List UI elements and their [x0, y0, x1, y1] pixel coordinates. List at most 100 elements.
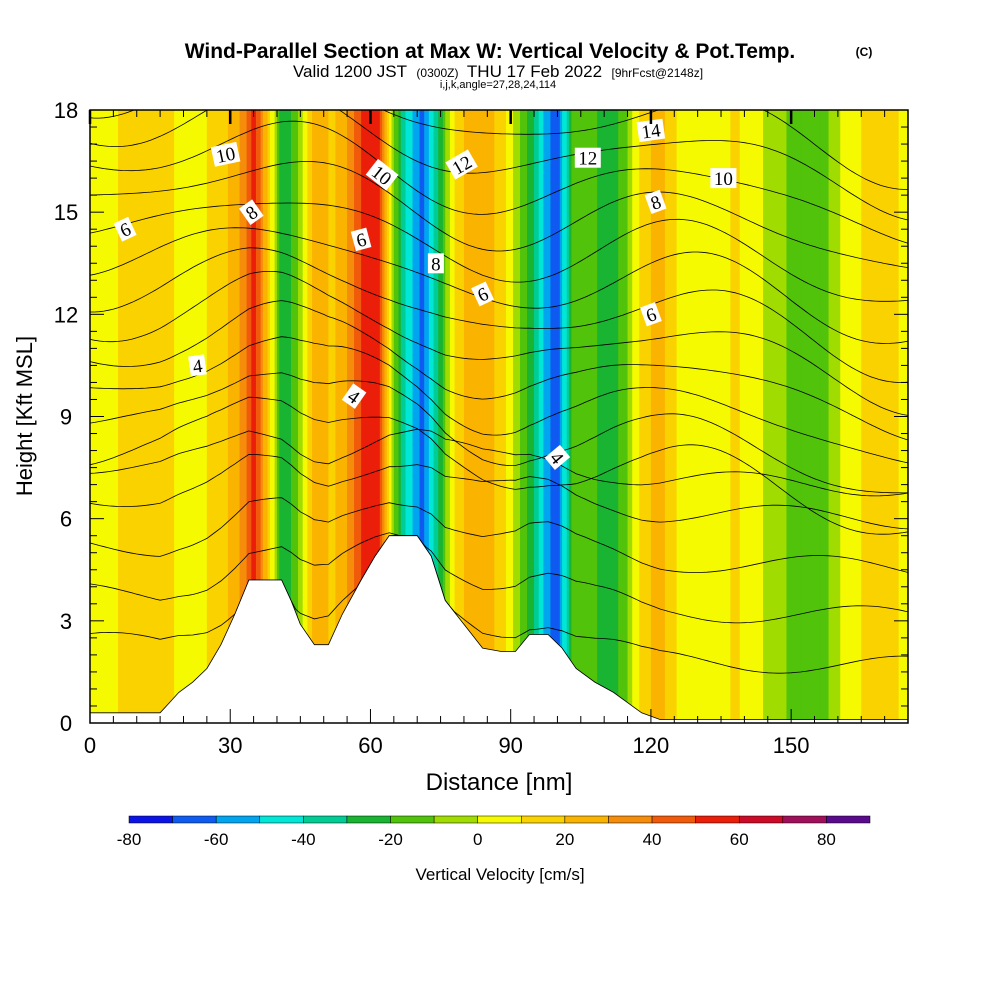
- velocity-column: [463, 110, 467, 723]
- velocity-column: [756, 110, 760, 723]
- y-tick-label: 9: [60, 405, 72, 430]
- contour-label: 10: [210, 141, 241, 168]
- colorbar-swatch: [128, 815, 173, 824]
- velocity-column: [237, 110, 241, 723]
- contour-label: 6: [471, 281, 495, 307]
- velocity-column: [286, 110, 290, 723]
- velocity-column: [819, 110, 823, 723]
- velocity-column: [587, 110, 591, 723]
- terrain: [90, 535, 908, 723]
- utc-time: (0300Z): [416, 66, 458, 80]
- velocity-column: [141, 110, 145, 723]
- velocity-column: [377, 110, 381, 723]
- velocity-column: [298, 110, 301, 723]
- velocity-column: [683, 110, 687, 723]
- velocity-column: [181, 110, 185, 723]
- colorbar-swatch: [782, 815, 827, 824]
- colorbar-tick-label: 0: [473, 830, 482, 849]
- velocity-column: [290, 110, 294, 723]
- colorbar-tick-label: 20: [555, 830, 574, 849]
- contour-label: 8: [644, 189, 667, 215]
- velocity-column: [877, 110, 881, 723]
- velocity-column: [688, 110, 692, 723]
- velocity-column: [372, 110, 376, 723]
- velocity-column: [655, 110, 659, 723]
- isentrope-line: [90, 227, 908, 344]
- velocity-column: [805, 110, 809, 723]
- velocity-column: [421, 110, 425, 723]
- x-tick-label: 120: [633, 733, 670, 758]
- velocity-column: [202, 110, 206, 723]
- velocity-shading: [90, 110, 908, 723]
- velocity-column: [220, 110, 224, 723]
- colorbar-swatch: [695, 815, 740, 824]
- x-tick-label: 0: [84, 733, 96, 758]
- velocity-column: [274, 110, 278, 723]
- velocity-column: [470, 110, 474, 723]
- velocity-column: [629, 110, 633, 723]
- velocity-column: [489, 110, 493, 723]
- velocity-column: [403, 110, 407, 723]
- velocity-column: [169, 110, 173, 723]
- velocity-column: [375, 110, 379, 723]
- x-tick-label: 30: [218, 733, 242, 758]
- contour-label-box: [341, 383, 367, 409]
- velocity-column: [510, 110, 514, 723]
- velocity-column: [569, 110, 573, 723]
- isentrope-line: [90, 110, 908, 221]
- velocity-column: [657, 110, 661, 723]
- velocity-column: [499, 110, 502, 723]
- velocity-column: [508, 110, 512, 723]
- contour-label: 4: [341, 383, 367, 409]
- velocity-column: [213, 110, 217, 723]
- velocity-column: [872, 110, 876, 723]
- velocity-column: [795, 110, 799, 723]
- contour-label-box: [210, 141, 241, 167]
- colorbar-swatch: [433, 815, 478, 824]
- velocity-column: [538, 110, 542, 723]
- velocity-column: [412, 110, 416, 723]
- velocity-column: [739, 110, 743, 723]
- velocity-column: [148, 110, 152, 723]
- velocity-column: [176, 110, 180, 723]
- contour-label-box: [239, 199, 264, 225]
- velocity-column: [272, 110, 276, 723]
- velocity-column: [288, 110, 292, 723]
- velocity-column: [433, 110, 437, 723]
- velocity-column: [400, 110, 404, 723]
- velocity-column: [520, 110, 523, 723]
- velocity-column: [246, 110, 250, 723]
- velocity-column: [541, 110, 545, 723]
- colorbar-swatch: [651, 815, 696, 824]
- velocity-column: [788, 110, 792, 723]
- velocity-column: [753, 110, 757, 723]
- velocity-column: [849, 110, 853, 723]
- velocity-column: [667, 110, 671, 723]
- velocity-column: [557, 110, 561, 723]
- valid-time: Valid 1200 JST: [293, 62, 407, 81]
- velocity-column: [108, 110, 112, 723]
- velocity-column: [622, 110, 626, 723]
- velocity-column: [104, 110, 107, 723]
- velocity-column: [293, 110, 297, 723]
- velocity-column: [183, 110, 187, 723]
- velocity-column: [653, 110, 657, 723]
- colorbar-swatch: [390, 815, 435, 824]
- velocity-column: [793, 110, 797, 723]
- velocity-column: [534, 110, 537, 723]
- velocity-column: [601, 110, 605, 723]
- axis-tick-labels: 0 30 60 90 120 150 0 3 6 9 12 15 18: [54, 98, 810, 758]
- y-tick-label: 18: [54, 98, 78, 123]
- velocity-column: [365, 110, 369, 723]
- velocity-column: [143, 110, 147, 723]
- contour-label: 14: [636, 118, 666, 144]
- velocity-column: [258, 110, 262, 723]
- velocity-column: [564, 110, 568, 723]
- velocity-column: [174, 110, 178, 723]
- velocity-column: [531, 110, 535, 723]
- velocity-column: [823, 110, 827, 723]
- velocity-column: [319, 110, 322, 723]
- velocity-column: [697, 110, 701, 723]
- velocity-column: [798, 110, 802, 723]
